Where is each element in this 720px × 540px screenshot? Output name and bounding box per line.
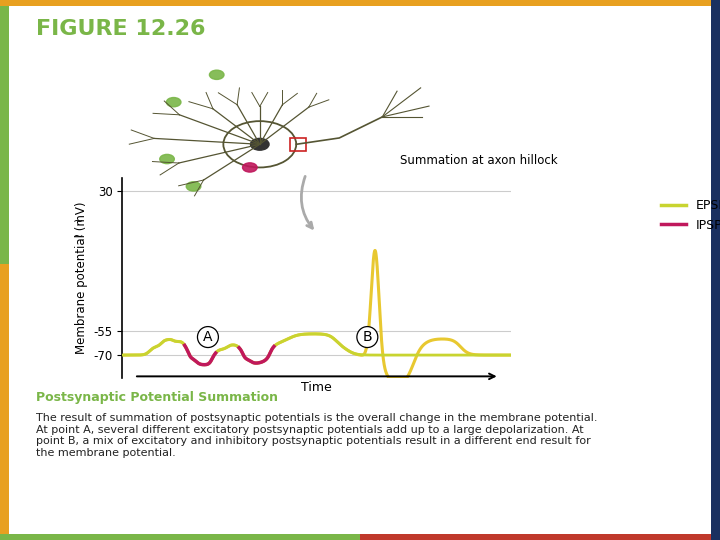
Circle shape	[160, 154, 174, 164]
Circle shape	[210, 70, 224, 79]
Text: Postsynaptic Potential Summation: Postsynaptic Potential Summation	[36, 392, 278, 404]
Y-axis label: Membrane potential (mV): Membrane potential (mV)	[75, 202, 88, 354]
Text: The result of summation of postsynaptic potentials is the overall change in the : The result of summation of postsynaptic …	[36, 413, 598, 458]
Text: Time: Time	[302, 381, 332, 394]
Circle shape	[243, 163, 257, 172]
Circle shape	[251, 138, 269, 150]
Text: Summation at axon hillock: Summation at axon hillock	[400, 154, 558, 167]
Circle shape	[186, 182, 201, 191]
Text: B: B	[363, 330, 372, 344]
Text: ~
~: ~ ~	[73, 215, 83, 243]
Bar	[289, 138, 306, 151]
Circle shape	[166, 98, 181, 107]
Text: FIGURE 12.26: FIGURE 12.26	[36, 19, 205, 39]
Text: A: A	[203, 330, 212, 344]
Legend: EPSPs, IPSPs: EPSPs, IPSPs	[656, 194, 720, 237]
